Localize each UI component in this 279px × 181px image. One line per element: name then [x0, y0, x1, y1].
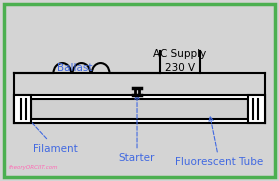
Bar — [14, 95, 31, 123]
Bar — [31, 99, 248, 119]
Bar — [14, 95, 265, 123]
Text: Filament: Filament — [26, 116, 78, 153]
Text: Ballast: Ballast — [57, 63, 92, 73]
Text: AC Supply
230 V: AC Supply 230 V — [153, 49, 206, 73]
Bar — [248, 95, 265, 123]
Text: Fluorescent Tube: Fluorescent Tube — [175, 117, 263, 167]
Text: Starter: Starter — [119, 95, 155, 163]
Text: theoryORCIIT.com: theoryORCIIT.com — [9, 165, 59, 170]
